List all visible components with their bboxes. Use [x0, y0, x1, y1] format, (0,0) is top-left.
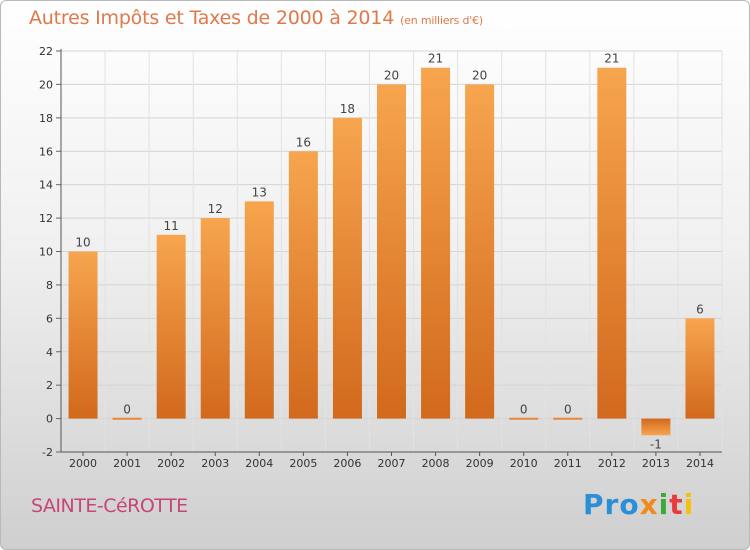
y-tick-label: 2 [46, 379, 53, 392]
y-tick-label: 14 [39, 179, 53, 192]
data-label: 21 [604, 52, 619, 66]
bar [288, 151, 318, 419]
data-label: 20 [384, 68, 399, 82]
x-tick-label: 2009 [466, 457, 494, 470]
bar [68, 251, 98, 419]
bar [685, 318, 715, 419]
x-tick-label: 2012 [598, 457, 626, 470]
commune-name: SAINTE-CéROTTE [31, 495, 188, 517]
bar [156, 234, 186, 419]
data-label: 6 [696, 302, 704, 316]
data-label: 16 [296, 135, 311, 149]
bar [553, 417, 583, 420]
bar [641, 418, 671, 436]
bar [421, 67, 451, 419]
x-tick-label: 2013 [642, 457, 670, 470]
logo-part: t [669, 488, 684, 521]
x-tick-label: 2014 [686, 457, 714, 470]
x-tick-label: 2003 [201, 457, 229, 470]
data-label: 0 [123, 403, 131, 417]
chart-subtitle: (en milliers d'€) [400, 14, 483, 27]
x-tick-label: 2008 [422, 457, 450, 470]
data-label: 21 [428, 52, 443, 66]
y-tick-label: 20 [39, 78, 53, 91]
y-tick-label: 12 [39, 212, 53, 225]
data-label: 20 [472, 68, 487, 82]
y-tick-label: 16 [39, 145, 53, 158]
x-tick-label: 2010 [510, 457, 538, 470]
data-label: -1 [650, 437, 662, 451]
x-tick-label: 2007 [378, 457, 406, 470]
x-tick-label: 2001 [113, 457, 141, 470]
y-tick-label: 0 [46, 413, 53, 426]
data-labels: 10 0 11 12 13 16 18 20 21 20 0 0 21 -1 6 [75, 52, 703, 452]
bar [597, 67, 627, 419]
chart-title-text: Autres Impôts et Taxes de 2000 à 2014 [29, 7, 395, 29]
bar [112, 417, 142, 420]
logo-part: i [683, 488, 695, 521]
data-label: 11 [164, 219, 179, 233]
y-tick-label: 6 [46, 312, 53, 325]
y-tick-label: 10 [39, 246, 53, 259]
chart-title: Autres Impôts et Taxes de 2000 à 2014 (en… [29, 7, 483, 29]
proxiti-logo[interactable]: Proxiti [583, 488, 694, 521]
logo-part: x [639, 488, 659, 521]
x-tick-label: 2006 [333, 457, 361, 470]
bar [200, 218, 230, 419]
bar [465, 84, 495, 419]
bars [68, 67, 715, 436]
y-tick-label: 18 [39, 112, 53, 125]
bar [244, 201, 274, 419]
y-tick-label: 4 [46, 346, 53, 359]
data-label: 12 [208, 202, 223, 216]
y-tick-label: -2 [42, 446, 53, 459]
bar [509, 417, 539, 420]
data-label: 10 [75, 236, 90, 250]
x-tick-label: 2004 [245, 457, 273, 470]
bar [332, 117, 362, 419]
y-tick-label: 22 [39, 45, 53, 58]
y-tick-label: 8 [46, 279, 53, 292]
x-tick-label: 2011 [554, 457, 582, 470]
data-label: 0 [564, 403, 572, 417]
bar [377, 84, 406, 419]
data-label: 13 [252, 185, 267, 199]
logo-part: Pro [583, 488, 640, 521]
data-label: 18 [340, 102, 355, 116]
x-tick-label: 2000 [69, 457, 97, 470]
logo-part: i [658, 488, 670, 521]
x-tick-label: 2005 [289, 457, 317, 470]
x-tick-label: 2002 [157, 457, 185, 470]
data-label: 0 [520, 403, 528, 417]
